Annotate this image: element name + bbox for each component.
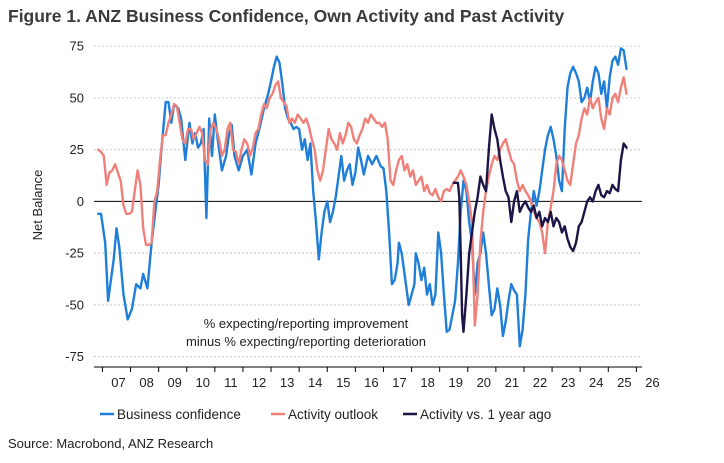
x-tick-label: 21 [505,375,519,390]
y-axis-ticks: 75 50 25 0 -25 -50 -75 [65,39,84,364]
legend-label-business-confidence: Business confidence [117,407,241,422]
x-tick-label: 13 [280,375,294,390]
x-tick-label: 14 [308,375,322,390]
x-tick-label: 07 [111,375,125,390]
x-axis-ticks: 07 08 09 10 11 12 13 14 15 16 17 18 19 20 21 22 23 24 25 26 [101,367,660,390]
x-tick-label: 17 [392,375,406,390]
annotation-line-1: % expecting/reporting improvement [204,316,409,331]
y-tick-label: -75 [65,349,84,364]
x-tick-label: 25 [617,375,631,390]
y-tick-label: 25 [70,142,84,157]
source-note: Source: Macrobond, ANZ Research [8,436,214,451]
y-tick-label: 50 [70,90,84,105]
y-tick-label: 75 [70,39,84,54]
series-line-activity-vs-1-year-ago [452,113,628,333]
x-tick-label: 16 [364,375,378,390]
annotation-line-2: minus % expecting/reporting deterioratio… [186,334,426,349]
legend-label-activity-vs-year-ago: Activity vs. 1 year ago [420,407,551,422]
y-axis-label: Net Balance [30,170,45,241]
x-tick-label: 19 [448,375,462,390]
x-tick-label: 23 [561,375,575,390]
series-line-business-confidence [97,47,628,348]
x-tick-label: 20 [477,375,491,390]
x-tick-label: 26 [645,375,659,390]
x-tick-label: 12 [252,375,266,390]
legend-label-activity-outlook: Activity outlook [288,407,378,422]
x-tick-label: 10 [196,375,210,390]
y-tick-label: 0 [77,194,84,209]
x-tick-label: 18 [420,375,434,390]
legend: Business confidence Activity outlook Act… [100,407,551,422]
page-title: Figure 1. ANZ Business Confidence, Own A… [8,6,565,26]
x-tick-label: 09 [167,375,181,390]
gridlines [94,45,642,358]
y-tick-label: -50 [65,297,84,312]
series-lines [97,47,628,348]
y-tick-label: -25 [65,246,84,261]
x-tick-label: 08 [139,375,153,390]
series-line-activity-outlook [97,76,628,327]
x-tick-label: 24 [589,375,603,390]
x-tick-label: 15 [336,375,350,390]
x-tick-label: 22 [533,375,547,390]
x-tick-label: 11 [224,375,238,390]
